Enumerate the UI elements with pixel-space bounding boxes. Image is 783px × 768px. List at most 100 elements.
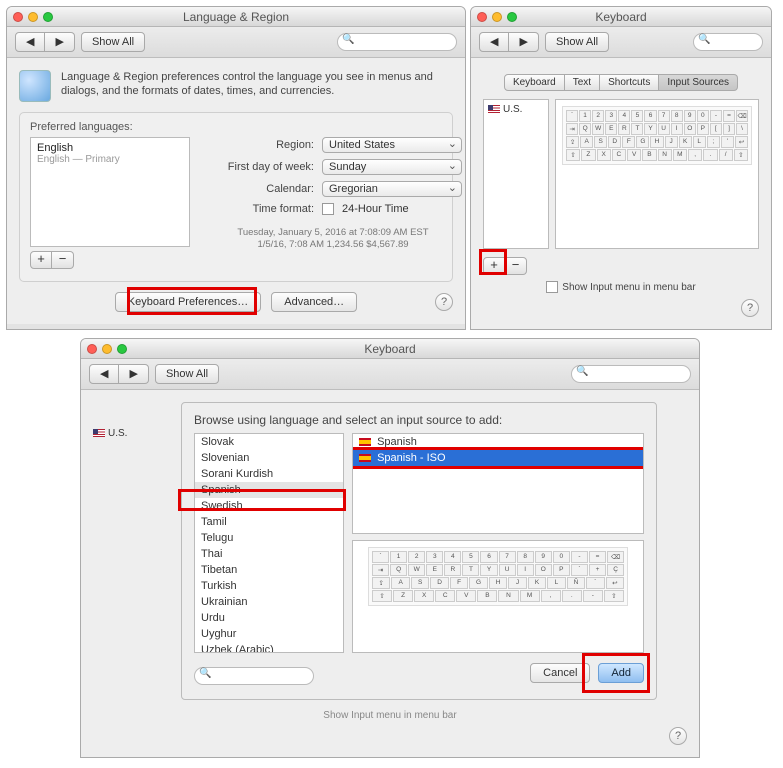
input-source-variants-list[interactable]: Spanish Spanish - ISO	[352, 433, 644, 534]
key: V	[627, 149, 641, 161]
back-button[interactable]: ◀	[15, 32, 45, 52]
first-day-select[interactable]: Sunday	[322, 159, 462, 175]
zoom-icon[interactable]	[43, 12, 53, 22]
toolbar: ◀ ▶ Show All	[81, 359, 699, 390]
key: O	[684, 123, 696, 135]
preferred-languages-label: Preferred languages:	[30, 121, 442, 133]
remove-language-button[interactable]: −	[52, 251, 74, 269]
close-icon[interactable]	[13, 12, 23, 22]
remove-input-source-button[interactable]: −	[505, 257, 527, 275]
traffic-lights[interactable]	[87, 344, 127, 354]
language-item[interactable]: English	[37, 142, 183, 154]
key: ;	[707, 136, 720, 148]
search-input[interactable]	[571, 365, 691, 383]
region-select[interactable]: United States	[322, 137, 462, 153]
tab-shortcuts[interactable]: Shortcuts	[600, 74, 659, 91]
content-area: Language & Region preferences control th…	[7, 58, 465, 324]
zoom-icon[interactable]	[117, 344, 127, 354]
us-flag-icon	[488, 105, 500, 113]
key: -	[710, 110, 722, 122]
language-item[interactable]: Turkish	[195, 578, 343, 594]
language-item[interactable]: Swedish	[195, 498, 343, 514]
tab-keyboard[interactable]: Keyboard	[504, 74, 565, 91]
window-title: Language & Region	[7, 10, 465, 24]
key: -	[571, 551, 588, 563]
forward-button[interactable]: ▶	[119, 364, 148, 384]
key: 8	[517, 551, 534, 563]
language-item[interactable]: Tamil	[195, 514, 343, 530]
language-item[interactable]: Slovak	[195, 434, 343, 450]
source-item-spanish[interactable]: Spanish	[353, 434, 643, 450]
nav-back-forward[interactable]: ◀ ▶	[89, 364, 149, 384]
key: Y	[480, 564, 497, 576]
key: ,	[541, 590, 561, 602]
forward-button[interactable]: ▶	[509, 32, 538, 52]
show-input-menu-ghost: Show Input menu in menu bar	[93, 710, 687, 721]
minimize-icon[interactable]	[102, 344, 112, 354]
language-item[interactable]: Uzbek (Arabic)	[195, 642, 343, 653]
add-input-source-button[interactable]: +	[483, 257, 505, 275]
search-input[interactable]	[337, 33, 457, 51]
traffic-lights[interactable]	[477, 12, 517, 22]
key: 7	[658, 110, 670, 122]
titlebar[interactable]: Language & Region	[7, 7, 465, 27]
help-button[interactable]: ?	[741, 299, 759, 317]
key: P	[553, 564, 570, 576]
key: ⇧	[566, 149, 580, 161]
nav-back-forward[interactable]: ◀ ▶	[479, 32, 539, 52]
key: 4	[444, 551, 461, 563]
search-input[interactable]	[693, 33, 763, 51]
language-item[interactable]: Thai	[195, 546, 343, 562]
language-item[interactable]: Ukrainian	[195, 594, 343, 610]
help-button[interactable]: ?	[435, 293, 453, 311]
region-label: Region:	[204, 139, 314, 151]
language-item[interactable]: Spanish	[195, 482, 343, 498]
show-all-button[interactable]: Show All	[81, 32, 145, 52]
tab-input-sources[interactable]: Input Sources	[659, 74, 738, 91]
input-source-item[interactable]: U.S.	[488, 104, 544, 115]
keyboard-preferences-button[interactable]: Keyboard Preferences…	[115, 292, 261, 312]
language-item[interactable]: Telugu	[195, 530, 343, 546]
tab-text[interactable]: Text	[565, 74, 600, 91]
show-all-button[interactable]: Show All	[545, 32, 609, 52]
titlebar[interactable]: Keyboard	[81, 339, 699, 359]
close-icon[interactable]	[477, 12, 487, 22]
time-format-checkbox[interactable]	[322, 203, 334, 215]
key: B	[642, 149, 656, 161]
advanced-button[interactable]: Advanced…	[271, 292, 357, 312]
key: 1	[390, 551, 407, 563]
language-item[interactable]: Slovenian	[195, 450, 343, 466]
source-item-spanish-iso[interactable]: Spanish - ISO	[353, 450, 643, 466]
toolbar: ◀ ▶ Show All	[7, 27, 465, 58]
language-item[interactable]: Urdu	[195, 610, 343, 626]
forward-button[interactable]: ▶	[45, 32, 74, 52]
zoom-icon[interactable]	[507, 12, 517, 22]
show-all-button[interactable]: Show All	[155, 364, 219, 384]
sheet-search-input[interactable]	[194, 667, 314, 685]
add-language-button[interactable]: +	[30, 251, 52, 269]
language-item[interactable]: Sorani Kurdish	[195, 466, 343, 482]
key: 1	[579, 110, 591, 122]
help-button[interactable]: ?	[669, 727, 687, 745]
minimize-icon[interactable]	[492, 12, 502, 22]
language-item[interactable]: Uyghur	[195, 626, 343, 642]
back-button[interactable]: ◀	[89, 364, 119, 384]
time-format-value: 24-Hour Time	[342, 203, 409, 215]
language-list[interactable]: SlovakSlovenianSorani KurdishSpanishSwed…	[194, 433, 344, 653]
traffic-lights[interactable]	[13, 12, 53, 22]
calendar-select[interactable]: Gregorian	[322, 181, 462, 197]
nav-back-forward[interactable]: ◀ ▶	[15, 32, 75, 52]
preferred-languages-list[interactable]: English English — Primary	[30, 137, 190, 247]
cancel-button[interactable]: Cancel	[530, 663, 590, 683]
show-input-menu-checkbox[interactable]	[546, 281, 558, 293]
input-sources-list[interactable]: U.S.	[483, 99, 549, 249]
close-icon[interactable]	[87, 344, 97, 354]
add-button[interactable]: Add	[598, 663, 644, 683]
back-button[interactable]: ◀	[479, 32, 509, 52]
minimize-icon[interactable]	[28, 12, 38, 22]
key: G	[469, 577, 487, 589]
language-item[interactable]: Tibetan	[195, 562, 343, 578]
key: J	[508, 577, 526, 589]
titlebar[interactable]: Keyboard	[471, 7, 771, 27]
key: ↩	[735, 136, 748, 148]
